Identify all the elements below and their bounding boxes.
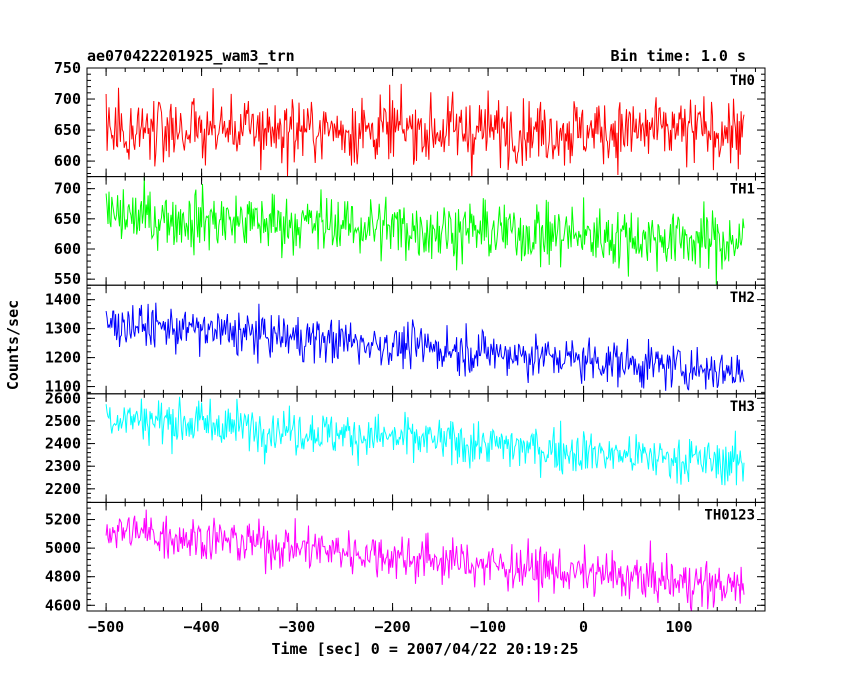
series-line-th0 bbox=[105, 83, 745, 177]
x-tick-label: −500 bbox=[88, 618, 124, 636]
y-tick-label: 4600 bbox=[45, 596, 81, 614]
y-tick-label: 5000 bbox=[45, 539, 81, 557]
y-tick-label: 1300 bbox=[45, 320, 81, 338]
x-tick-label: 100 bbox=[666, 618, 693, 636]
panel-label-th3: TH3 bbox=[730, 399, 755, 415]
panel-label-th2: TH2 bbox=[730, 290, 755, 306]
panel-frame bbox=[86, 501, 766, 612]
x-tick-label: 0 bbox=[579, 618, 588, 636]
y-axis-label: Counts/sec bbox=[4, 300, 22, 390]
y-tick-label: 550 bbox=[54, 270, 81, 288]
x-tick-label: −400 bbox=[184, 618, 220, 636]
panel-th3: 2200 2300 2400 2500 2600 TH3 bbox=[45, 389, 766, 503]
panel-label-th0123: TH0123 bbox=[704, 507, 755, 523]
y-tick-label: 2200 bbox=[45, 480, 81, 498]
x-tick-label: −300 bbox=[279, 618, 315, 636]
y-tick-label: 700 bbox=[54, 180, 81, 198]
y-tick-label: 2400 bbox=[45, 435, 81, 453]
x-tick-label: −100 bbox=[470, 618, 506, 636]
y-tick-label: 2500 bbox=[45, 412, 81, 430]
y-tick-label: 1400 bbox=[45, 291, 81, 309]
figure-title: ae070422201925_wam3_trn bbox=[87, 47, 295, 65]
series-line-th2 bbox=[105, 302, 745, 391]
y-tick-label: 700 bbox=[54, 90, 81, 108]
y-tick-label: 2600 bbox=[45, 389, 81, 407]
y-tick-label: 600 bbox=[54, 152, 81, 170]
x-axis-label: Time [sec] 0 = 2007/04/22 20:19:25 bbox=[271, 640, 578, 658]
panel-label-th1: TH1 bbox=[730, 182, 755, 198]
x-tick-label: −200 bbox=[375, 618, 411, 636]
series-line-th3 bbox=[105, 396, 745, 486]
y-tick-label: 5200 bbox=[45, 511, 81, 529]
panel-label-th0: TH0 bbox=[730, 73, 755, 89]
y-tick-label: 4800 bbox=[45, 568, 81, 586]
y-tick-label: 650 bbox=[54, 121, 81, 139]
panels-group: 600 650 700 750 TH0 550 600 650 700 TH1 1100 1200 13… bbox=[45, 59, 766, 636]
y-tick-label: 750 bbox=[54, 59, 81, 77]
y-tick-label: 600 bbox=[54, 240, 81, 258]
panel-th0123: 4600 4800 5000 5200 TH0123 bbox=[45, 501, 766, 614]
y-tick-label: 1200 bbox=[45, 349, 81, 367]
y-tick-label: 650 bbox=[54, 210, 81, 228]
y-tick-label: 2300 bbox=[45, 457, 81, 475]
y-tick-label: 1100 bbox=[45, 378, 81, 396]
series-line-th0123 bbox=[105, 509, 745, 611]
bin-time-label: Bin time: 1.0 s bbox=[611, 47, 746, 65]
series-line-th1 bbox=[105, 176, 745, 286]
